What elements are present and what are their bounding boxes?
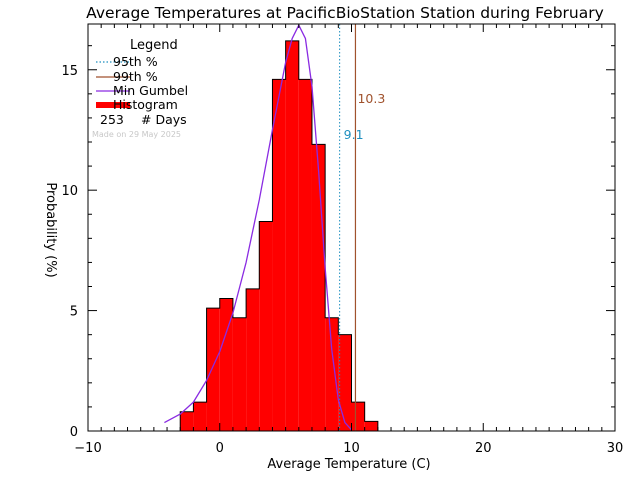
y-tick-label: 0 <box>70 425 78 440</box>
histogram-bar-11 <box>325 317 339 431</box>
histogram-bar-3 <box>219 298 233 431</box>
chart-title: Average Temperatures at PacificBioStatio… <box>86 4 604 22</box>
y-axis-label: Probability (%) <box>43 182 58 277</box>
legend-histogram-label: Histogram <box>113 97 178 112</box>
x-tick-label: −10 <box>74 441 101 456</box>
histogram-bar-6 <box>259 221 273 431</box>
y-tick-label: 10 <box>61 184 78 199</box>
histogram-bar-13 <box>351 402 365 431</box>
histogram-bar-2 <box>206 308 220 431</box>
histogram-outline <box>179 40 379 431</box>
percentile-99-label: 10.3 <box>357 91 385 106</box>
legend-95th-label: 95th % <box>113 54 158 69</box>
made-on-note: Made on 29 May 2025 <box>92 130 181 139</box>
percentile-95-label: 9.1 <box>344 127 364 142</box>
legend-title: Legend <box>130 38 178 53</box>
legend-gumbel-label: Min Gumbel <box>113 83 188 98</box>
histogram-bar-1 <box>193 402 207 431</box>
x-tick-label: 10 <box>343 441 360 456</box>
y-tick-label: 15 <box>61 64 78 79</box>
histogram-bar-8 <box>285 40 299 432</box>
gumbel-curve <box>164 24 352 431</box>
histogram-bar-14 <box>364 421 378 431</box>
x-tick-label: 0 <box>216 441 224 456</box>
legend: Legend 95th % 99th % Min Gumbel Histogra… <box>92 38 188 139</box>
x-tick-label: 20 <box>475 441 492 456</box>
histogram-bar-5 <box>246 288 260 431</box>
histogram-bar-7 <box>272 79 286 431</box>
y-tick-label: 5 <box>70 305 78 320</box>
legend-99th-label: 99th % <box>113 69 158 84</box>
legend-histogram-swatch <box>96 102 130 108</box>
histogram-bar-10 <box>311 144 326 432</box>
histogram-bar-4 <box>232 317 247 431</box>
histogram-bar-0 <box>180 411 194 431</box>
x-tick-label: 30 <box>607 441 624 456</box>
histogram-bar-12 <box>338 334 352 431</box>
histogram-bar-9 <box>298 79 312 431</box>
days-count: 253 <box>100 112 124 127</box>
days-label: # Days <box>141 112 187 127</box>
x-axis-label: Average Temperature (C) <box>267 457 430 472</box>
